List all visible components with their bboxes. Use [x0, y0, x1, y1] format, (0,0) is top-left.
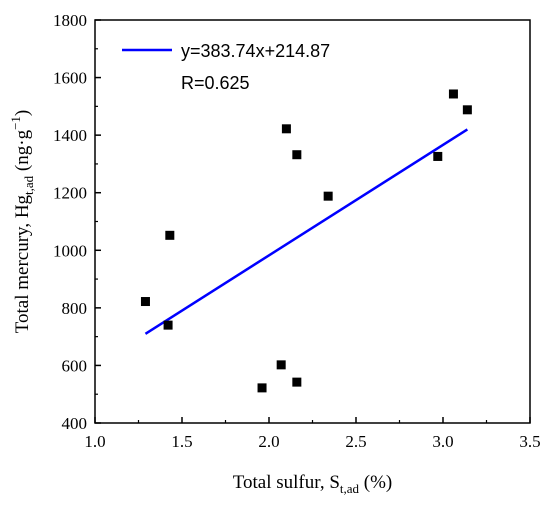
- data-point: [433, 151, 443, 161]
- data-point: [276, 360, 286, 370]
- y-tick-label: 1000: [53, 241, 87, 260]
- x-axis-title-main: Total sulfur, S: [233, 472, 340, 493]
- y-tick-label: 800: [62, 299, 88, 318]
- data-point: [257, 383, 267, 393]
- data-point: [292, 377, 302, 387]
- y-tick-label: 600: [62, 356, 88, 375]
- x-axis-title-unit: (%): [359, 472, 392, 493]
- x-tick-label: 3.5: [519, 432, 540, 451]
- legend-r-value: R=0.625: [181, 73, 250, 93]
- y-axis-title-subscript: t,ad: [21, 175, 36, 195]
- x-tick-label: 1.5: [171, 432, 192, 451]
- y-axis-title-close: ): [12, 110, 33, 116]
- y-axis-title-main: Total mercury, Hg: [12, 194, 33, 333]
- y-tick-label: 1400: [53, 126, 87, 145]
- data-point: [140, 297, 150, 307]
- x-tick-label: 3.0: [432, 432, 453, 451]
- plot-frame: [94, 19, 531, 424]
- data-point: [462, 105, 472, 115]
- x-tick-label: 1.0: [84, 432, 105, 451]
- data-point: [323, 191, 333, 201]
- y-axis-title-superscript: −1: [8, 116, 23, 130]
- y-axis-title-unit: (ng·g: [12, 129, 33, 175]
- y-axis-title: Total mercury, Hgt,ad (ng·g−1): [8, 110, 36, 334]
- y-tick-label: 1800: [53, 11, 87, 30]
- data-point: [292, 150, 302, 160]
- data-point: [163, 320, 173, 330]
- legend: y=383.74x+214.87 R=0.625: [122, 41, 330, 93]
- x-axis-title: Total sulfur, St,ad (%): [233, 472, 393, 496]
- legend-equation: y=383.74x+214.87: [181, 41, 330, 61]
- x-axis-title-subscript: t,ad: [340, 481, 360, 496]
- y-tick-label: 1200: [53, 184, 87, 203]
- data-point: [448, 89, 458, 99]
- x-tick-label: 2.0: [258, 432, 279, 451]
- y-tick-label: 400: [62, 414, 88, 433]
- data-point: [165, 230, 175, 240]
- fit-line: [144, 128, 469, 335]
- y-tick-label: 1600: [53, 69, 87, 88]
- x-tick-label: 2.5: [345, 432, 366, 451]
- data-point: [281, 124, 291, 134]
